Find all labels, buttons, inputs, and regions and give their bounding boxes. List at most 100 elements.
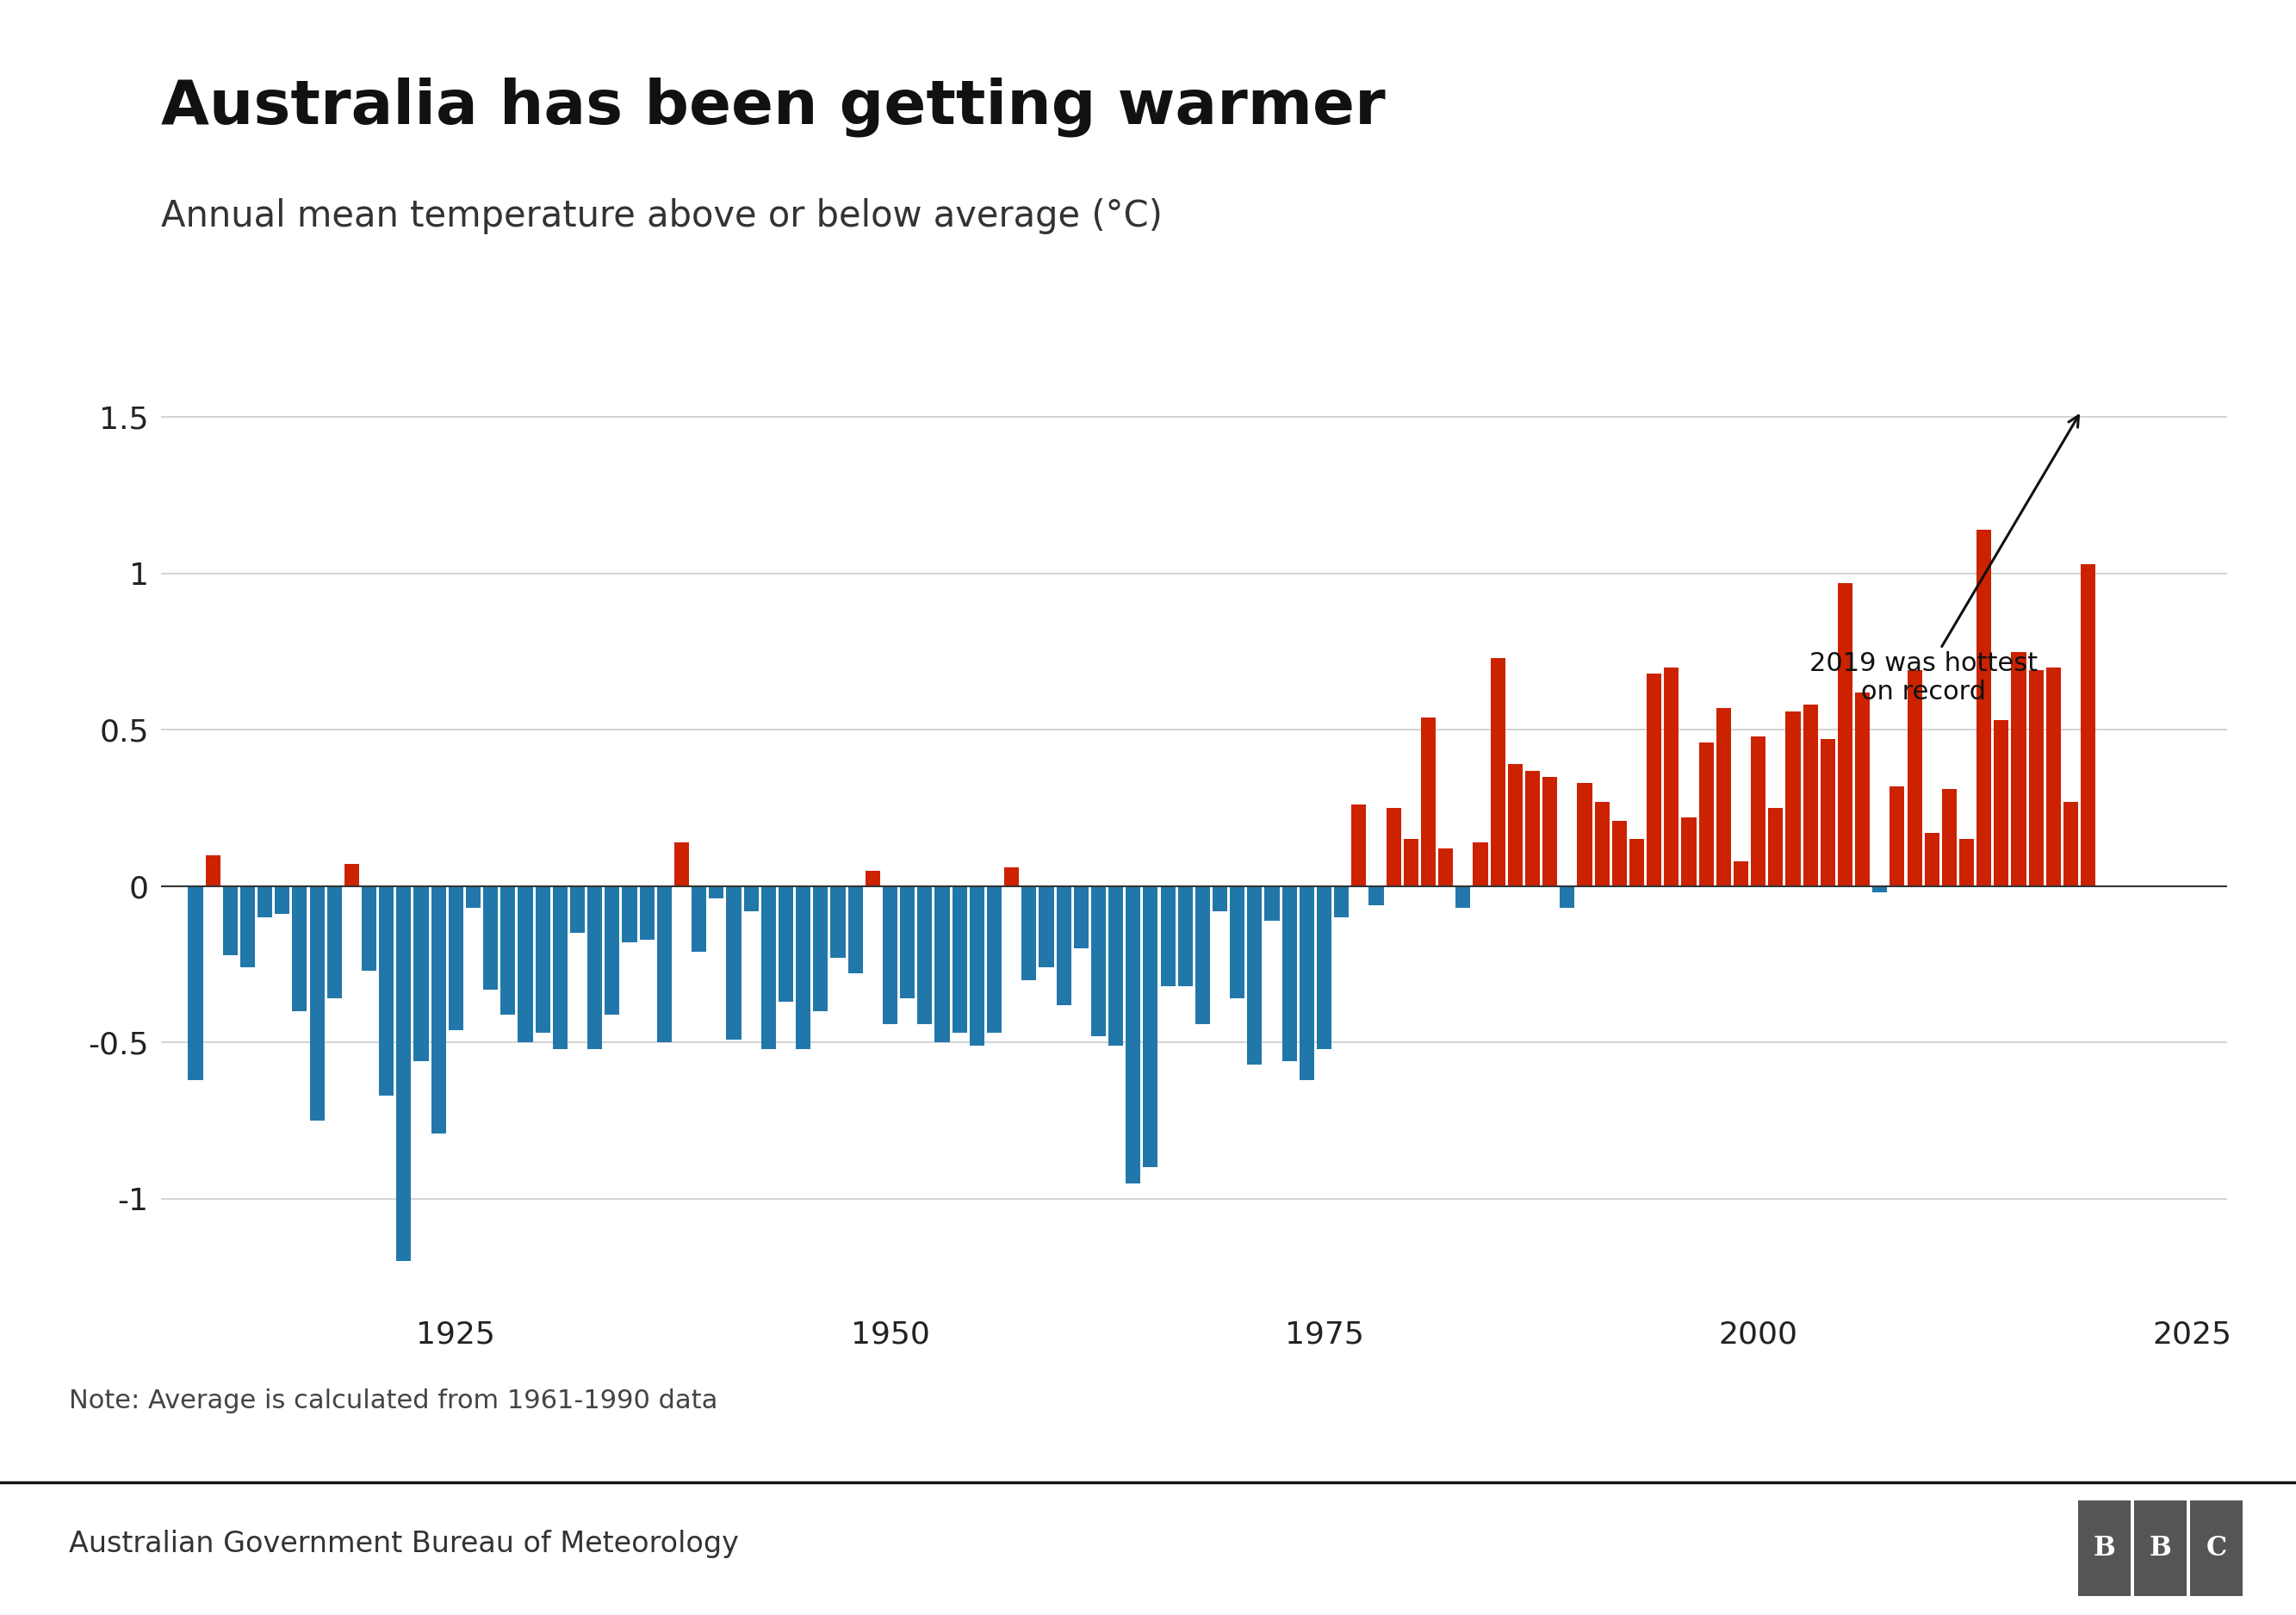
Bar xyxy=(900,887,914,998)
Bar xyxy=(1387,808,1401,887)
Bar xyxy=(1786,711,1800,887)
Bar xyxy=(1837,583,1853,887)
Bar xyxy=(1334,887,1348,917)
Bar xyxy=(866,870,879,887)
Bar xyxy=(1768,808,1784,887)
Bar xyxy=(1508,764,1522,887)
Bar xyxy=(519,887,533,1042)
Bar xyxy=(1368,887,1384,904)
Bar xyxy=(744,887,758,911)
Bar xyxy=(413,887,429,1061)
Bar xyxy=(1231,887,1244,998)
Bar xyxy=(934,887,951,1042)
Text: B: B xyxy=(2149,1534,2172,1562)
Bar xyxy=(1681,817,1697,887)
Bar xyxy=(1038,887,1054,967)
Bar xyxy=(1924,833,1940,887)
Bar xyxy=(2011,652,2025,887)
Bar xyxy=(2133,1500,2186,1596)
Bar xyxy=(1178,887,1192,987)
Bar xyxy=(1318,887,1332,1048)
Bar xyxy=(1577,783,1591,887)
Bar xyxy=(1456,887,1469,908)
Bar xyxy=(1003,867,1019,887)
Bar xyxy=(1543,777,1557,887)
Bar xyxy=(847,887,863,974)
Bar xyxy=(953,887,967,1034)
Bar xyxy=(1715,707,1731,887)
Bar xyxy=(813,887,829,1011)
Bar xyxy=(1281,887,1297,1061)
Bar xyxy=(188,887,202,1080)
Bar xyxy=(2190,1500,2243,1596)
Bar xyxy=(1403,840,1419,887)
Bar xyxy=(1802,704,1818,887)
Bar xyxy=(2064,801,2078,887)
Bar xyxy=(1159,887,1176,987)
Bar xyxy=(1125,887,1141,1184)
Bar xyxy=(1977,530,1991,887)
Bar xyxy=(1908,670,1922,887)
Bar xyxy=(1559,887,1575,908)
Bar xyxy=(1890,787,1906,887)
Bar xyxy=(1821,740,1835,887)
Bar xyxy=(1212,887,1228,911)
Bar xyxy=(363,887,377,971)
Bar xyxy=(709,887,723,898)
Bar xyxy=(1855,693,1869,887)
Text: 2019 was hottest
on record: 2019 was hottest on record xyxy=(1809,415,2078,704)
Bar xyxy=(432,887,445,1134)
Bar xyxy=(1942,790,1956,887)
Bar xyxy=(1056,887,1070,1005)
Bar xyxy=(241,887,255,967)
Bar xyxy=(310,887,324,1121)
Text: Australian Government Bureau of Meteorology: Australian Government Bureau of Meteorol… xyxy=(69,1529,739,1558)
Bar xyxy=(482,887,498,990)
Bar xyxy=(466,887,480,908)
Bar xyxy=(569,887,585,933)
Bar xyxy=(448,887,464,1030)
Bar xyxy=(1993,720,2009,887)
Bar xyxy=(276,887,289,914)
Bar xyxy=(1265,887,1279,921)
Bar xyxy=(778,887,792,1001)
Bar xyxy=(831,887,845,958)
Bar xyxy=(1247,887,1263,1064)
Bar xyxy=(553,887,567,1048)
Text: Annual mean temperature above or below average (°C): Annual mean temperature above or below a… xyxy=(161,199,1162,234)
Bar xyxy=(1143,887,1157,1168)
Bar xyxy=(1109,887,1123,1045)
Bar xyxy=(588,887,602,1048)
Bar xyxy=(1525,770,1541,887)
Bar xyxy=(1665,667,1678,887)
Bar xyxy=(918,887,932,1024)
Bar xyxy=(535,887,551,1034)
Bar xyxy=(1490,657,1506,887)
Bar xyxy=(1075,887,1088,948)
Bar xyxy=(1752,736,1766,887)
Text: Australia has been getting warmer: Australia has been getting warmer xyxy=(161,78,1384,137)
Bar xyxy=(1196,887,1210,1024)
Bar xyxy=(223,887,236,954)
Bar xyxy=(882,887,898,1024)
Bar xyxy=(326,887,342,998)
Bar xyxy=(1874,887,1887,893)
Bar xyxy=(657,887,673,1042)
Bar xyxy=(987,887,1001,1034)
Bar xyxy=(641,887,654,940)
Bar xyxy=(1646,673,1662,887)
Bar xyxy=(1437,848,1453,887)
Bar xyxy=(257,887,273,917)
Bar xyxy=(1596,801,1609,887)
Bar xyxy=(691,887,707,951)
Bar xyxy=(1958,840,1975,887)
Bar xyxy=(204,854,220,887)
Bar xyxy=(2078,1500,2131,1596)
Text: C: C xyxy=(2206,1534,2227,1562)
Bar xyxy=(604,887,620,1014)
Bar xyxy=(1300,887,1313,1080)
Bar xyxy=(726,887,742,1040)
Bar xyxy=(969,887,985,1045)
Bar xyxy=(1733,861,1747,887)
Bar xyxy=(1630,840,1644,887)
